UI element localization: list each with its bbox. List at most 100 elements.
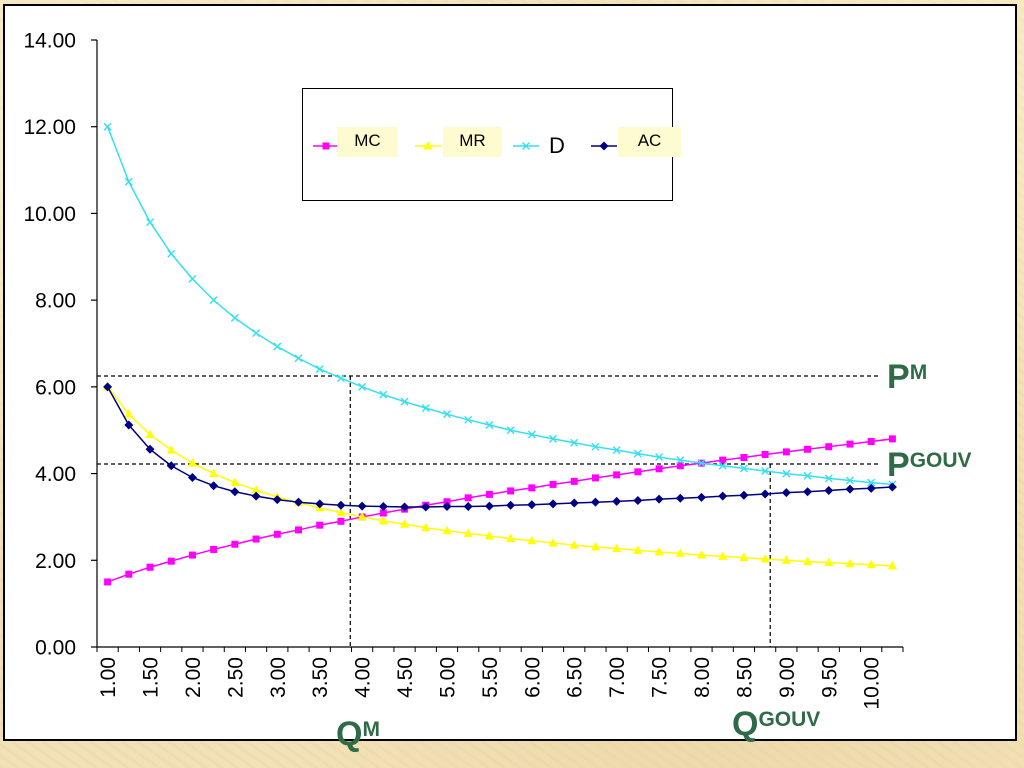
data-point-d [209,296,218,305]
data-point-mc [549,480,557,488]
data-point-mr [400,519,410,528]
data-point-d [676,456,685,465]
x-tick-label: 1.50 [140,657,163,698]
y-tick-label: 4.00 [35,463,76,486]
series-line-ac [106,386,893,508]
data-point-mc [591,474,599,482]
data-point-mr [124,409,134,418]
data-point-mc [719,456,727,464]
data-point-mr [166,445,176,454]
quantity-government-superscript: GOUV [758,708,821,731]
legend-marker-mr [423,141,433,150]
legend-symbols [313,141,617,151]
data-point-d [549,434,558,443]
x-tick-label: 8.00 [691,657,714,698]
data-point-d [379,390,388,399]
data-point-d [633,449,642,458]
data-point-d [570,438,579,447]
data-point-ac [294,497,303,507]
x-tick-label: 5.50 [479,657,502,698]
data-point-mr [378,515,388,525]
data-point-d [612,446,621,455]
data-point-mc [740,454,748,462]
data-point-d [252,329,261,338]
data-point-d [803,471,812,480]
data-point-ac [590,497,600,507]
data-point-mr [590,541,600,551]
x-tick-label: 7.50 [649,657,672,698]
data-point-d [124,177,133,186]
data-point-mr [739,552,749,562]
data-point-ac [378,502,388,512]
data-point-mr [421,522,431,532]
legend-symbol-d [513,142,539,150]
data-point-d [824,474,833,483]
data-point-d [761,466,770,475]
data-point-mr [675,548,685,557]
data-point-mr [145,429,155,439]
x-tick-label: 3.00 [267,657,290,698]
data-point-mr [845,558,855,568]
legend-label-mc: MC [337,127,398,157]
x-tick-label: 2.50 [224,657,247,698]
data-point-d [294,354,303,363]
x-tick-label: 2.00 [182,657,205,698]
data-point-mc [210,545,218,553]
data-point-ac [548,499,558,509]
data-point-d [506,426,515,435]
data-point-mc [231,540,239,548]
data-point-mr [548,537,558,547]
y-tick-label: 8.00 [35,290,76,313]
quantity-government-symbol: Q [732,705,759,743]
data-point-ac [612,496,622,506]
data-point-ac [866,483,876,493]
data-point-mr [824,557,834,566]
data-point-mc [443,498,451,506]
quantity-government-label: QGOUV [732,707,820,741]
series-line-mr [107,386,893,567]
series-ac [103,382,897,512]
price-monopoly-label: PM [887,360,927,394]
data-point-d [400,397,409,406]
data-point-mr [251,485,261,494]
data-point-mc [888,435,896,443]
legend-label-ac: AC [618,127,681,157]
data-point-ac [336,500,346,510]
data-point-mr [718,551,728,560]
data-point-mr [781,555,791,564]
legend-marker-d [522,142,530,150]
data-point-d [315,365,324,374]
data-point-mr [633,545,643,554]
data-point-mr [484,531,494,540]
quantity-monopoly-superscript: M [362,718,380,741]
data-point-ac [803,487,813,497]
data-point-ac [527,500,537,510]
y-tick-label: 12.00 [23,116,76,139]
data-point-mc [528,484,536,492]
data-point-d [655,453,664,462]
data-point-mr [336,507,346,517]
data-point-mc [485,490,493,498]
data-point-mc [655,465,663,473]
data-point-d [188,274,197,283]
data-point-d [103,122,112,131]
reference-lines [97,375,878,647]
price-monopoly-superscript: M [909,361,928,384]
data-point-mr [866,559,876,569]
x-tick-label: 9.50 [818,657,841,698]
data-point-d [358,382,367,391]
data-point-mc [761,450,769,458]
data-point-d [867,478,876,487]
legend-label-d: D [549,133,565,158]
data-point-mc [782,448,790,456]
x-tick-label: 3.50 [309,657,332,698]
data-point-ac [569,498,579,508]
data-point-d [464,415,473,424]
data-point-d [782,469,791,478]
x-tick-label: 4.50 [394,657,417,698]
price-monopoly-symbol: P [887,358,910,396]
y-tick-label: 6.00 [35,376,76,399]
data-point-mr [463,528,473,537]
x-tick-label: 6.00 [521,657,544,698]
data-point-d [421,404,430,413]
